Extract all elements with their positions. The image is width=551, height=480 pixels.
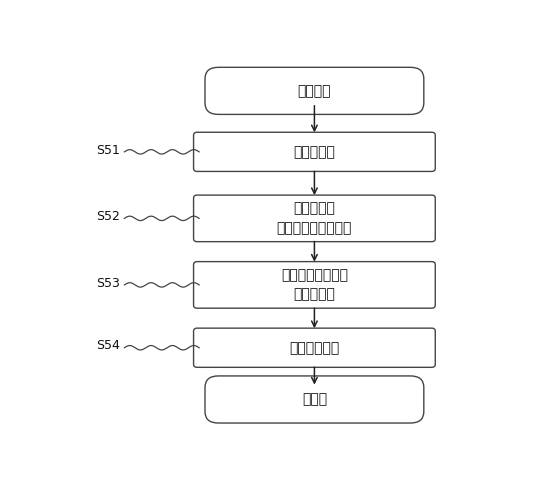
Text: 地図データ
のダウンロード開始: 地図データ のダウンロード開始 <box>277 202 352 235</box>
Text: S53: S53 <box>96 276 120 289</box>
Text: アプリ起動: アプリ起動 <box>294 145 336 159</box>
FancyBboxPatch shape <box>193 328 435 367</box>
Text: S51: S51 <box>96 144 120 156</box>
Text: スタート: スタート <box>298 84 331 98</box>
Text: 推薖避難所までの
ルート探索: 推薖避難所までの ルート探索 <box>281 268 348 301</box>
FancyBboxPatch shape <box>205 376 424 423</box>
Text: S52: S52 <box>96 210 120 223</box>
Text: ユーザの誘導: ユーザの誘導 <box>289 341 339 355</box>
FancyBboxPatch shape <box>193 132 435 171</box>
Text: エンド: エンド <box>302 393 327 407</box>
FancyBboxPatch shape <box>193 195 435 241</box>
Text: S54: S54 <box>96 339 120 352</box>
FancyBboxPatch shape <box>205 67 424 114</box>
FancyBboxPatch shape <box>193 262 435 308</box>
